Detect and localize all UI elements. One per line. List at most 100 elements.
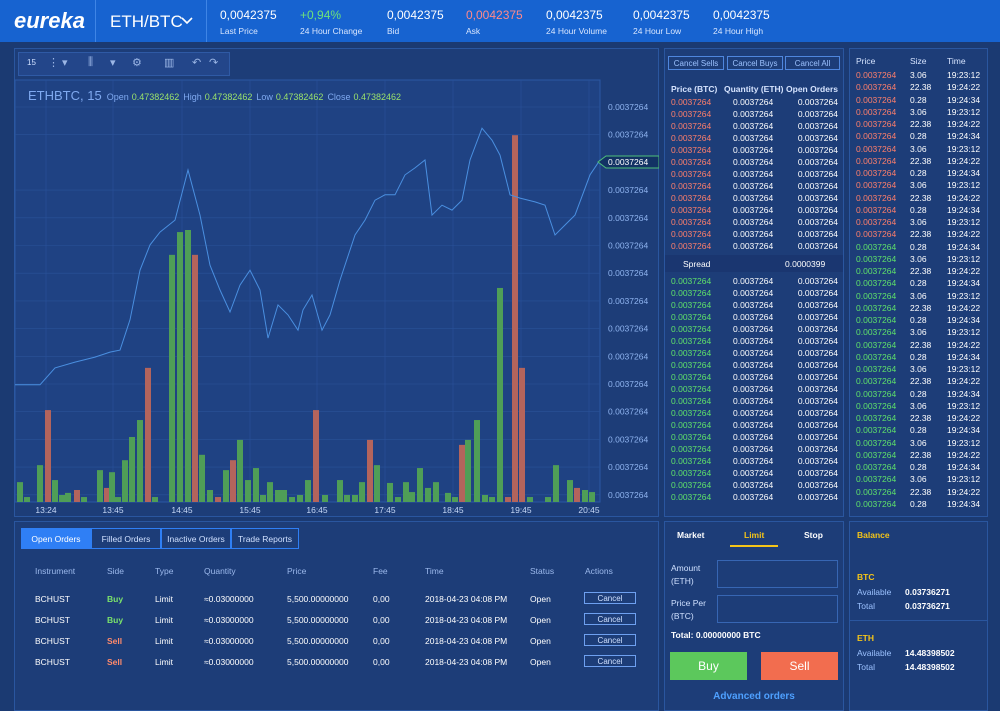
trade-cell: 0.0037264 — [856, 498, 897, 509]
volume-bar — [574, 487, 580, 502]
trade-cell: 19:23:12 — [947, 474, 981, 485]
form-tab[interactable]: Stop — [804, 530, 823, 540]
orders-cell: Limit — [155, 594, 173, 604]
time-label: 16:45 — [306, 505, 328, 515]
orders-cell: Limit — [155, 636, 173, 646]
orderbook-cell: 0.0037264 — [671, 432, 712, 442]
orders-tab[interactable]: Trade Reports — [231, 528, 299, 549]
trade-cell: 3.06 — [910, 400, 927, 411]
volume-bar — [145, 367, 151, 502]
orders-cell: BCHUST — [35, 657, 70, 667]
toolbar-icon[interactable]: ⫼ — [88, 56, 94, 68]
time-label: 14:45 — [171, 505, 193, 515]
form-tab[interactable]: Limit — [744, 530, 765, 540]
orderbook-cell: 0.0037264 — [671, 217, 712, 227]
orderbook-cell: 0.0037264 — [797, 121, 838, 131]
trades-column: Price — [856, 56, 876, 66]
trade-cell: 19:23:12 — [947, 290, 981, 301]
trade-cell: 19:23:12 — [947, 253, 981, 264]
price-input[interactable] — [717, 595, 838, 623]
orders-tab[interactable]: Open Orders — [21, 528, 91, 549]
cancel-button[interactable]: Cancel — [584, 613, 636, 625]
trade-cell: 19:24:34 — [947, 351, 981, 362]
orderbook-cell: 0.0037264 — [797, 288, 838, 298]
orderbook-button[interactable]: Cancel All — [785, 56, 840, 70]
orderbook-button[interactable]: Cancel Buys — [727, 56, 783, 70]
header-divider — [206, 0, 207, 42]
volume-bar — [387, 482, 393, 502]
volume-bar — [297, 494, 303, 502]
orderbook-cell: 0.0037264 — [671, 193, 712, 203]
available-label: Available — [857, 587, 892, 597]
current-price: 0.0037264 — [608, 157, 648, 167]
volume-bar — [237, 439, 243, 502]
orderbook-cell: 0.0037264 — [797, 229, 838, 239]
trade-cell: 3.06 — [910, 180, 927, 191]
volume-bar — [425, 487, 431, 502]
trade-cell: 19:23:12 — [947, 106, 981, 117]
ohlc-value: 0.47382462 — [353, 92, 402, 102]
advanced-link[interactable]: Advanced orders — [713, 691, 795, 702]
orderbook-cell: 0.0037264 — [671, 408, 712, 418]
toolbar-icon[interactable]: ▥ — [164, 57, 175, 69]
cancel-button[interactable]: Cancel — [584, 655, 636, 667]
stat-value: 0,0042375 — [546, 8, 603, 22]
orderbook-cell: 0.0037264 — [797, 480, 838, 490]
volume-bar — [207, 489, 213, 502]
trade-cell: 19:23:12 — [947, 217, 981, 227]
interval[interactable]: 15 — [27, 58, 36, 67]
volume-bar — [199, 454, 205, 502]
toolbar-icon[interactable]: ↷ — [209, 57, 219, 69]
orders-column: Price — [287, 566, 307, 576]
trade-cell: 19:24:34 — [947, 315, 981, 325]
pair[interactable]: ETH/BTC — [110, 12, 183, 31]
orders-column: Fee — [373, 566, 388, 576]
available-value: 0.03736271 — [905, 587, 950, 597]
orderbook-button[interactable]: Cancel Sells — [668, 56, 724, 70]
amount-input[interactable] — [717, 560, 838, 588]
orderbook-cell: 0.0037264 — [671, 300, 712, 310]
orderbook-cell: 0.0037264 — [733, 205, 774, 215]
chart-legend: ETHBTC, 15 Open 0.47382462 High 0.47382462 Lo… — [28, 88, 405, 103]
orderbook-cell: 0.0037264 — [797, 276, 838, 286]
orderbook-cell: 0.0037264 — [733, 181, 774, 191]
toolbar-icon[interactable]: ▾ — [62, 57, 68, 69]
orderbook-cell: 0.0037264 — [797, 157, 838, 167]
cancel-button[interactable]: Cancel — [584, 634, 636, 646]
toolbar-icon[interactable]: ▾ — [110, 57, 116, 69]
toolbar-icon[interactable]: ⋮ — [48, 57, 59, 69]
trade-cell: 0.0037264 — [856, 266, 897, 276]
trade-cell: 0.0037264 — [856, 143, 897, 154]
trade-cell: 22.38 — [910, 82, 932, 93]
stat-label: Bid — [387, 26, 400, 36]
orderbook-cell: 0.0037264 — [797, 492, 838, 502]
trade-cell: 0.0037264 — [856, 327, 897, 338]
orderbook-cell: 0.0037264 — [797, 372, 838, 382]
orders-cell: 0,00 — [373, 615, 390, 625]
orders-cell: ≈0.03000000 — [204, 615, 254, 625]
price-label: 0.0037264 — [608, 213, 648, 223]
available-value: 14.48398502 — [905, 648, 955, 658]
orders-tab[interactable]: Filled Orders — [91, 528, 161, 549]
sell-button[interactable]: Sell — [761, 652, 838, 680]
trade-cell: 3.06 — [910, 327, 927, 338]
buy-button[interactable]: Buy — [670, 652, 747, 680]
toolbar-icon[interactable]: ↶ — [192, 57, 202, 69]
cancel-button[interactable]: Cancel — [584, 592, 636, 604]
form-tab[interactable]: Market — [677, 530, 705, 540]
trade-cell: 19:24:22 — [947, 229, 981, 240]
orderbook-cell: 0.0037264 — [671, 396, 712, 406]
trade-cell: 19:24:34 — [947, 462, 981, 472]
volume-bar — [37, 465, 43, 502]
trade-cell: 0.0037264 — [856, 70, 897, 80]
volume-bar — [169, 254, 175, 502]
orders-tab[interactable]: Inactive Orders — [161, 528, 231, 549]
ohlc-label: Close — [327, 92, 351, 102]
trade-cell: 0.0037264 — [856, 253, 897, 264]
orderbook-cell: 0.0037264 — [797, 348, 838, 358]
volume-bar — [104, 487, 110, 502]
trade-cell: 0.28 — [910, 388, 927, 399]
orderbook-cell: 0.0037264 — [797, 169, 838, 179]
orderbook-panel — [664, 48, 844, 517]
toolbar-icon[interactable]: ⚙ — [132, 57, 142, 69]
